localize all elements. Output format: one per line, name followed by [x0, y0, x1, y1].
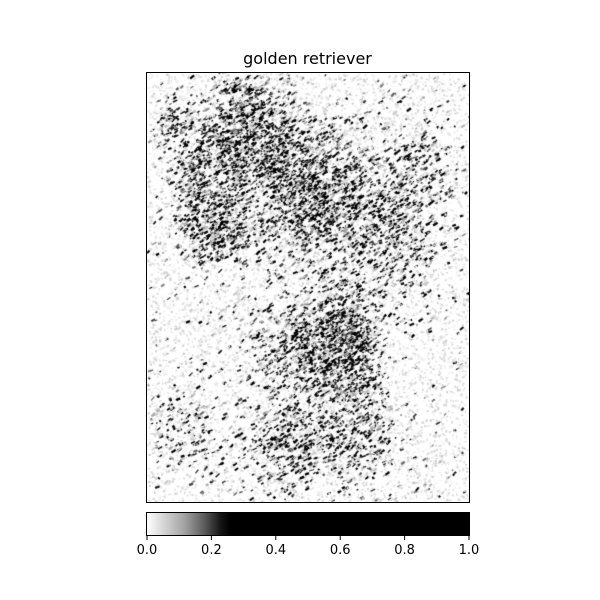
colorbar-ticks: 0.0 0.2 0.4 0.6 0.8 1.0 [137, 536, 480, 558]
colorbar-tick-label: 0.6 [330, 543, 351, 558]
colorbar-tick-label: 0.4 [265, 543, 286, 558]
colorbar-tick-label: 0.2 [201, 543, 222, 558]
heatmap-image [147, 73, 469, 502]
colorbar-tick-label: 0.0 [137, 543, 158, 558]
plot-frame [146, 72, 470, 503]
colorbar [146, 512, 470, 536]
chart-title: golden retriever [243, 49, 372, 68]
colorbar-tick-label: 1.0 [459, 543, 480, 558]
colorbar-tick-label: 0.8 [394, 543, 415, 558]
